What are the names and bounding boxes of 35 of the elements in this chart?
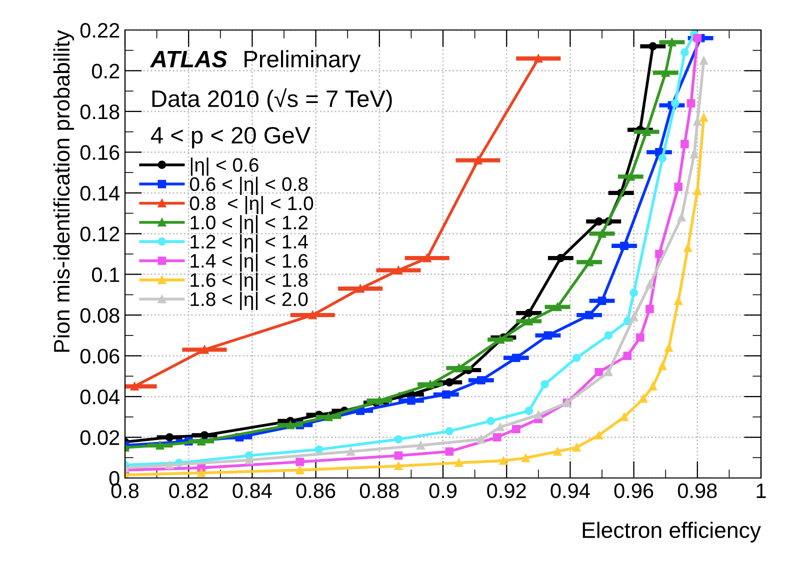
y-tick-label: 0.06 bbox=[80, 348, 120, 364]
legend-label: 0.8 < |η| < 1.0 bbox=[190, 196, 314, 214]
annotation: Data 2010 (√s = 7 TeV) bbox=[152, 88, 392, 112]
y-tick-label: 0.02 bbox=[80, 430, 120, 446]
x-tick-label: 0.96 bbox=[614, 483, 654, 498]
y-tick-label: 0.16 bbox=[80, 145, 120, 160]
legend-label: |η| < 0.6 bbox=[190, 158, 258, 176]
x-tick-label: 0.9 bbox=[429, 483, 456, 498]
x-tick-label: 0.92 bbox=[487, 483, 526, 498]
y-tick-label: 0.2 bbox=[92, 64, 120, 78]
x-tick-label: 0.86 bbox=[296, 483, 336, 498]
legend-label: 1.4 < |η| < 1.6 bbox=[190, 253, 308, 272]
annotation: 4 < p < 20 GeV bbox=[150, 126, 310, 148]
legend-label: 1.0 < |η| < 1.2 bbox=[190, 215, 308, 234]
x-tick-label: 1 bbox=[756, 484, 766, 498]
y-axis-title: Pion mis-identification probability bbox=[53, 30, 74, 352]
y-tick-label: 0.04 bbox=[80, 390, 120, 404]
y-tick-label: 0.14 bbox=[80, 186, 120, 201]
y-tick-label: 0.08 bbox=[80, 308, 120, 323]
legend-label: 1.8 < |η| < 2.0 bbox=[190, 292, 308, 310]
x-tick-label: 0.88 bbox=[360, 483, 399, 498]
y-tick-label: 0.1 bbox=[92, 267, 120, 282]
x-tick-label: 0.82 bbox=[169, 483, 208, 498]
x-tick-label: 0.84 bbox=[232, 483, 272, 498]
legend-label: 1.6 < |η| < 1.8 bbox=[190, 272, 308, 291]
x-axis-title: Electron efficiency bbox=[582, 522, 761, 542]
annotation: ATLAS bbox=[150, 50, 228, 68]
annotation: Preliminary bbox=[244, 50, 361, 72]
x-tick-label: 0.98 bbox=[678, 483, 717, 498]
y-tick-label: 0.12 bbox=[80, 226, 120, 242]
y-tick-label: 0.18 bbox=[80, 104, 120, 120]
legend-label: 1.2 < |η| < 1.4 bbox=[190, 234, 308, 252]
x-tick-label: 0.94 bbox=[550, 483, 590, 498]
y-tick-label: 0.22 bbox=[80, 23, 120, 38]
legend-label: 0.6 < |η| < 0.8 bbox=[190, 176, 308, 195]
